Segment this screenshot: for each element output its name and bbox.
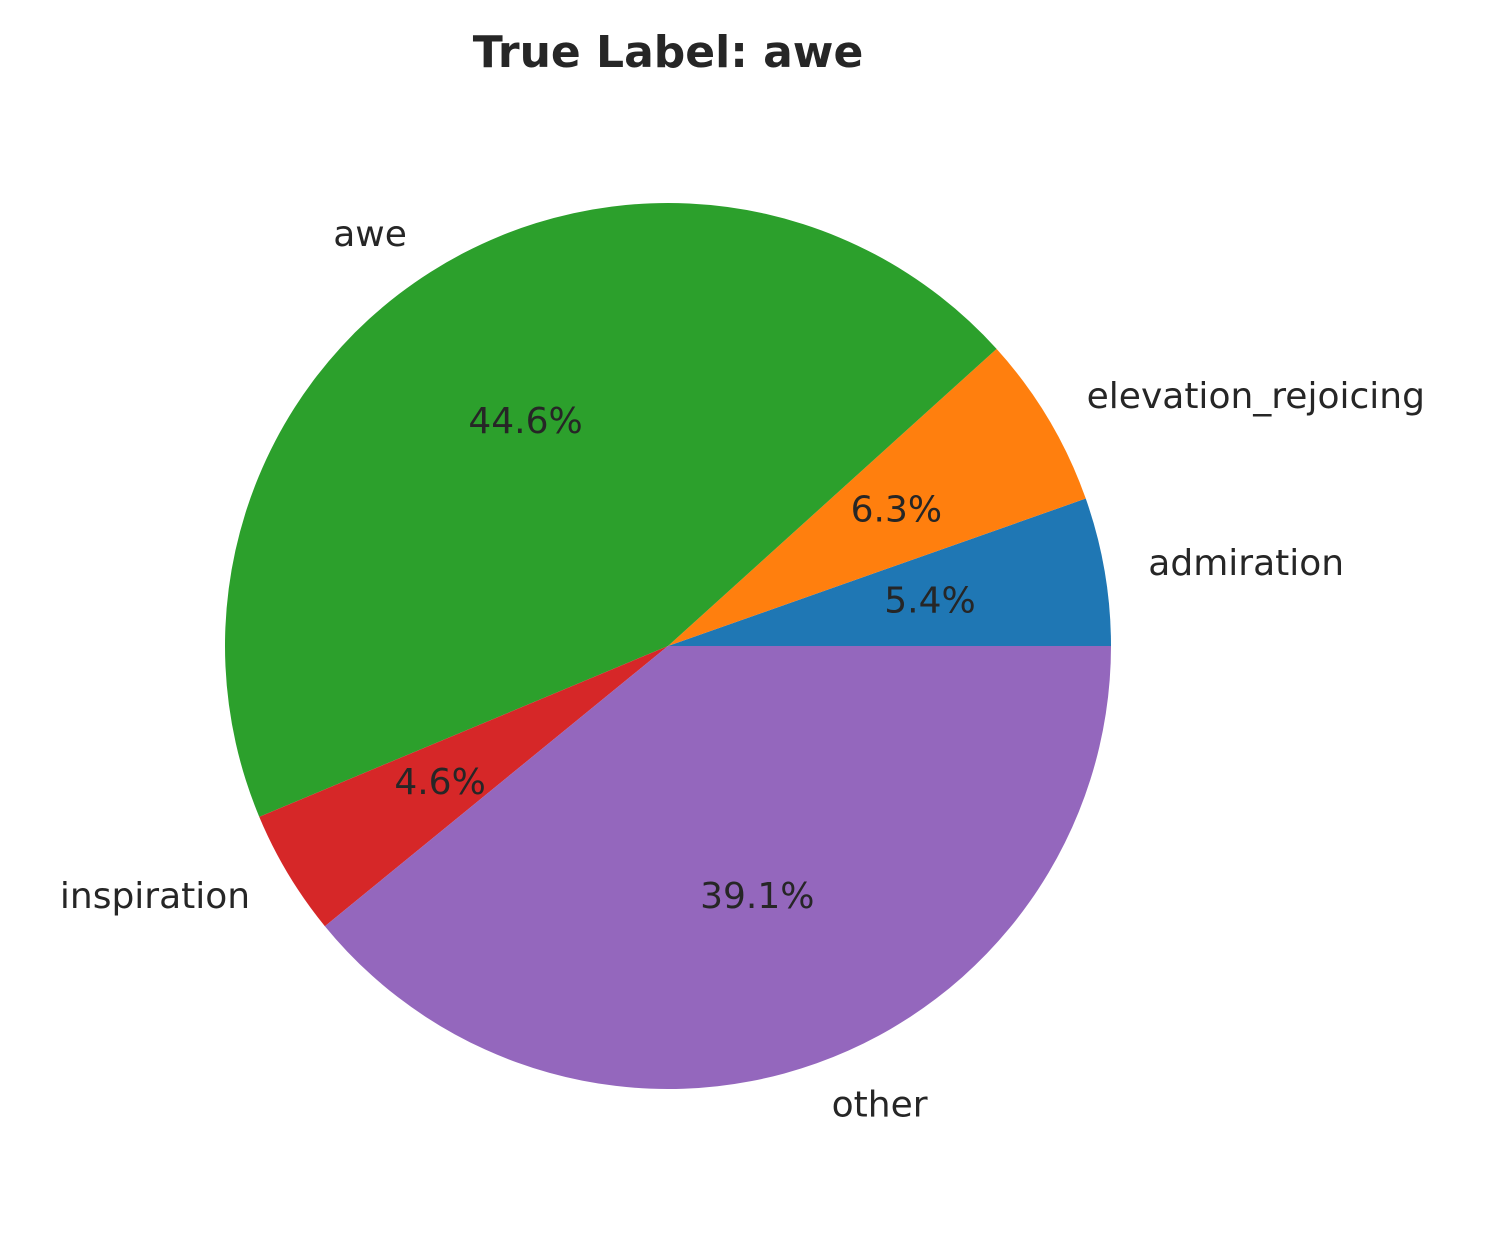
percent-label-awe: 44.6% bbox=[468, 401, 582, 442]
percent-labels: 5.4% 6.3% 44.6% 4.6% 39.1% bbox=[394, 401, 975, 917]
percent-label-admiration: 5.4% bbox=[884, 581, 975, 622]
slice-label-awe: awe bbox=[333, 214, 407, 255]
slice-label-admiration: admiration bbox=[1148, 543, 1344, 584]
percent-label-other: 39.1% bbox=[700, 876, 814, 917]
slice-label-inspiration: inspiration bbox=[60, 876, 250, 917]
pie-slices bbox=[224, 202, 1111, 1090]
slice-label-elevation-rejoicing: elevation_rejoicing bbox=[1087, 376, 1425, 417]
pie-slice-other bbox=[324, 646, 1111, 1090]
slice-labels: admiration elevation_rejoicing awe inspirat… bbox=[60, 214, 1425, 1125]
pie-slice-elevation-rejoicing bbox=[668, 348, 1086, 646]
chart-title: True Label: awe bbox=[473, 27, 864, 78]
slice-label-other: other bbox=[832, 1085, 928, 1126]
pie-slice-inspiration bbox=[259, 646, 668, 927]
pie-slice-admiration bbox=[668, 498, 1111, 646]
pie-slice-awe bbox=[224, 202, 997, 817]
percent-label-inspiration: 4.6% bbox=[394, 762, 485, 803]
percent-label-elevation-rejoicing: 6.3% bbox=[851, 489, 942, 530]
